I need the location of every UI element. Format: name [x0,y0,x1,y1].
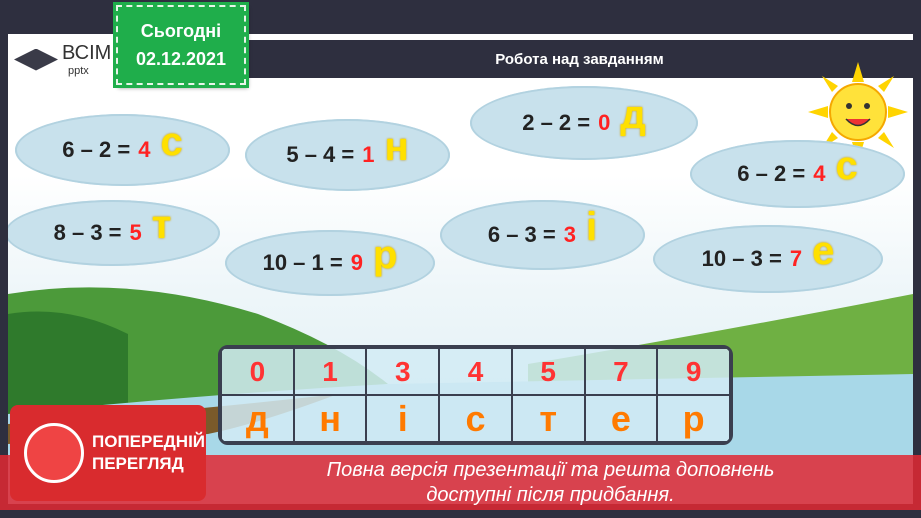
logo-subtext: pptx [68,65,89,77]
answer-table: 0 1 3 4 5 7 9 д н і с т е р [218,345,733,445]
graduation-cap-icon [14,48,58,71]
letter: с [160,119,183,164]
cloud-equation: 10 – 1 = 9 р [225,230,435,296]
letter-cell: н [293,395,367,442]
cloud-equation: 8 – 3 = 5 т [8,200,220,266]
letter-cell: д [221,395,294,442]
banner-line: доступні після придбання. [426,484,675,506]
number-cell: 7 [584,348,658,395]
letter: р [372,232,398,277]
equation: 2 – 2 = [522,110,591,135]
letter-cell: і [366,395,440,442]
letter-cell: т [511,395,585,442]
slide-title: Робота над завданням [246,40,913,78]
letter: т [151,202,172,247]
logo-text: ВСІМ [62,42,112,64]
letter-cell: е [584,395,658,442]
letter: е [812,228,835,273]
answer: 9 [350,250,363,275]
equation: 5 – 4 = [286,142,355,167]
number-cell: 5 [511,348,585,395]
equation: 10 – 3 = [701,246,782,271]
number-cell: 4 [439,348,512,395]
magnifier-icon [24,423,84,483]
number-cell: 1 [293,348,367,395]
date-badge: Сьогодні 02.12.2021 [113,2,249,88]
answer: 1 [362,142,375,167]
answer: 0 [598,110,611,135]
cloud-equation: 6 – 2 = 4 с [15,114,230,186]
logo: ВСІМ pptx [14,42,111,77]
equation: 8 – 3 = [53,220,122,245]
letter: і [586,204,598,249]
date-value: 02.12.2021 [135,49,227,69]
cloud-equation: 2 – 2 = 0 д [470,86,698,160]
preview-label: ПЕРЕГЛЯД [92,454,184,473]
number-cell: 9 [657,348,730,395]
answer: 5 [129,220,142,245]
letter-cell: с [439,395,512,442]
answer: 4 [138,137,151,162]
date-label: Сьогодні [140,21,222,41]
equation: 6 – 2 = [737,161,806,186]
preview-label: ПОПЕРЕДНІЙ [92,432,206,451]
cloud-equation: 10 – 3 = 7 е [653,225,883,293]
cloud-equation: 5 – 4 = 1 н [245,119,450,191]
letter: н [384,124,409,169]
number-cell: 3 [366,348,440,395]
answer: 4 [813,161,826,186]
equation: 6 – 2 = [62,137,131,162]
number-cell: 0 [221,348,294,395]
cloud-equation: 6 – 2 = 4 с [690,140,905,208]
preview-button[interactable]: ПОПЕРЕДНІЙ ПЕРЕГЛЯД [10,405,206,501]
letter: д [620,92,646,137]
answer: 7 [789,246,803,271]
banner-line: Повна версія презентації та решта доповн… [326,459,775,481]
cloud-equation: 6 – 3 = 3 і [440,200,645,270]
letter-cell: р [657,395,730,442]
letter: с [835,143,858,188]
equation: 6 – 3 = [487,222,556,247]
answer: 3 [563,222,576,247]
equation: 10 – 1 = [262,250,343,275]
